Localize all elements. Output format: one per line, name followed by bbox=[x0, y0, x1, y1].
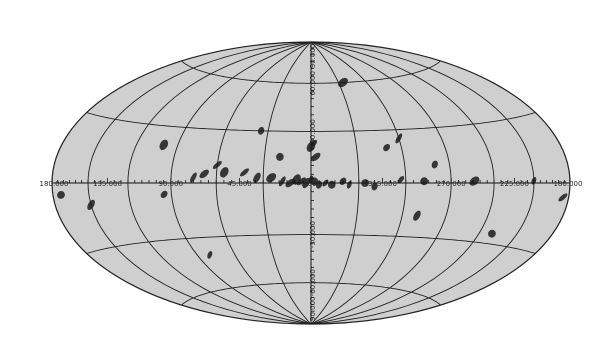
source-blob bbox=[199, 169, 209, 179]
longitude-label: 315.000 bbox=[368, 180, 397, 188]
source-blob bbox=[338, 77, 348, 88]
source-blob bbox=[310, 152, 321, 162]
source-blob bbox=[266, 173, 277, 183]
source-blob bbox=[395, 133, 403, 144]
source-blob bbox=[488, 229, 496, 238]
latitude-label: 30.000 bbox=[309, 119, 317, 144]
source-blob bbox=[159, 139, 169, 151]
longitude-label: 0.000 bbox=[301, 180, 321, 188]
source-blob bbox=[57, 190, 65, 199]
longitude-label: 270.000 bbox=[437, 180, 466, 188]
source-blob bbox=[371, 182, 378, 191]
source-blob bbox=[431, 160, 438, 169]
source-blob bbox=[278, 176, 286, 187]
source-blob bbox=[276, 152, 284, 161]
source-blob bbox=[87, 199, 95, 210]
source-blob bbox=[257, 126, 265, 135]
latitude-label: -60.000 bbox=[309, 269, 317, 296]
source-blob bbox=[160, 190, 168, 199]
longitude-label: 90.000 bbox=[159, 180, 184, 188]
source-blob bbox=[310, 139, 318, 147]
source-blob bbox=[219, 167, 229, 178]
longitude-label: 45.000 bbox=[227, 180, 252, 188]
source-blob bbox=[212, 161, 222, 169]
source-blob bbox=[239, 168, 250, 177]
source-blob bbox=[383, 143, 391, 152]
latitude-label: 90.000 bbox=[309, 44, 317, 69]
source-blob bbox=[413, 210, 421, 221]
longitude-label: 180.000 bbox=[40, 180, 69, 188]
source-blob bbox=[207, 251, 213, 259]
source-blob bbox=[190, 172, 197, 183]
latitude-label: -30.000 bbox=[309, 221, 317, 248]
longitude-label: 180.000 bbox=[554, 180, 583, 188]
latitude-label: -90.000 bbox=[309, 296, 317, 323]
source-blob bbox=[558, 193, 568, 202]
longitude-label: 225.000 bbox=[500, 180, 529, 188]
source-blob bbox=[398, 176, 405, 183]
latitude-label: 60.000 bbox=[309, 71, 317, 96]
longitude-label: 135.000 bbox=[93, 180, 122, 188]
